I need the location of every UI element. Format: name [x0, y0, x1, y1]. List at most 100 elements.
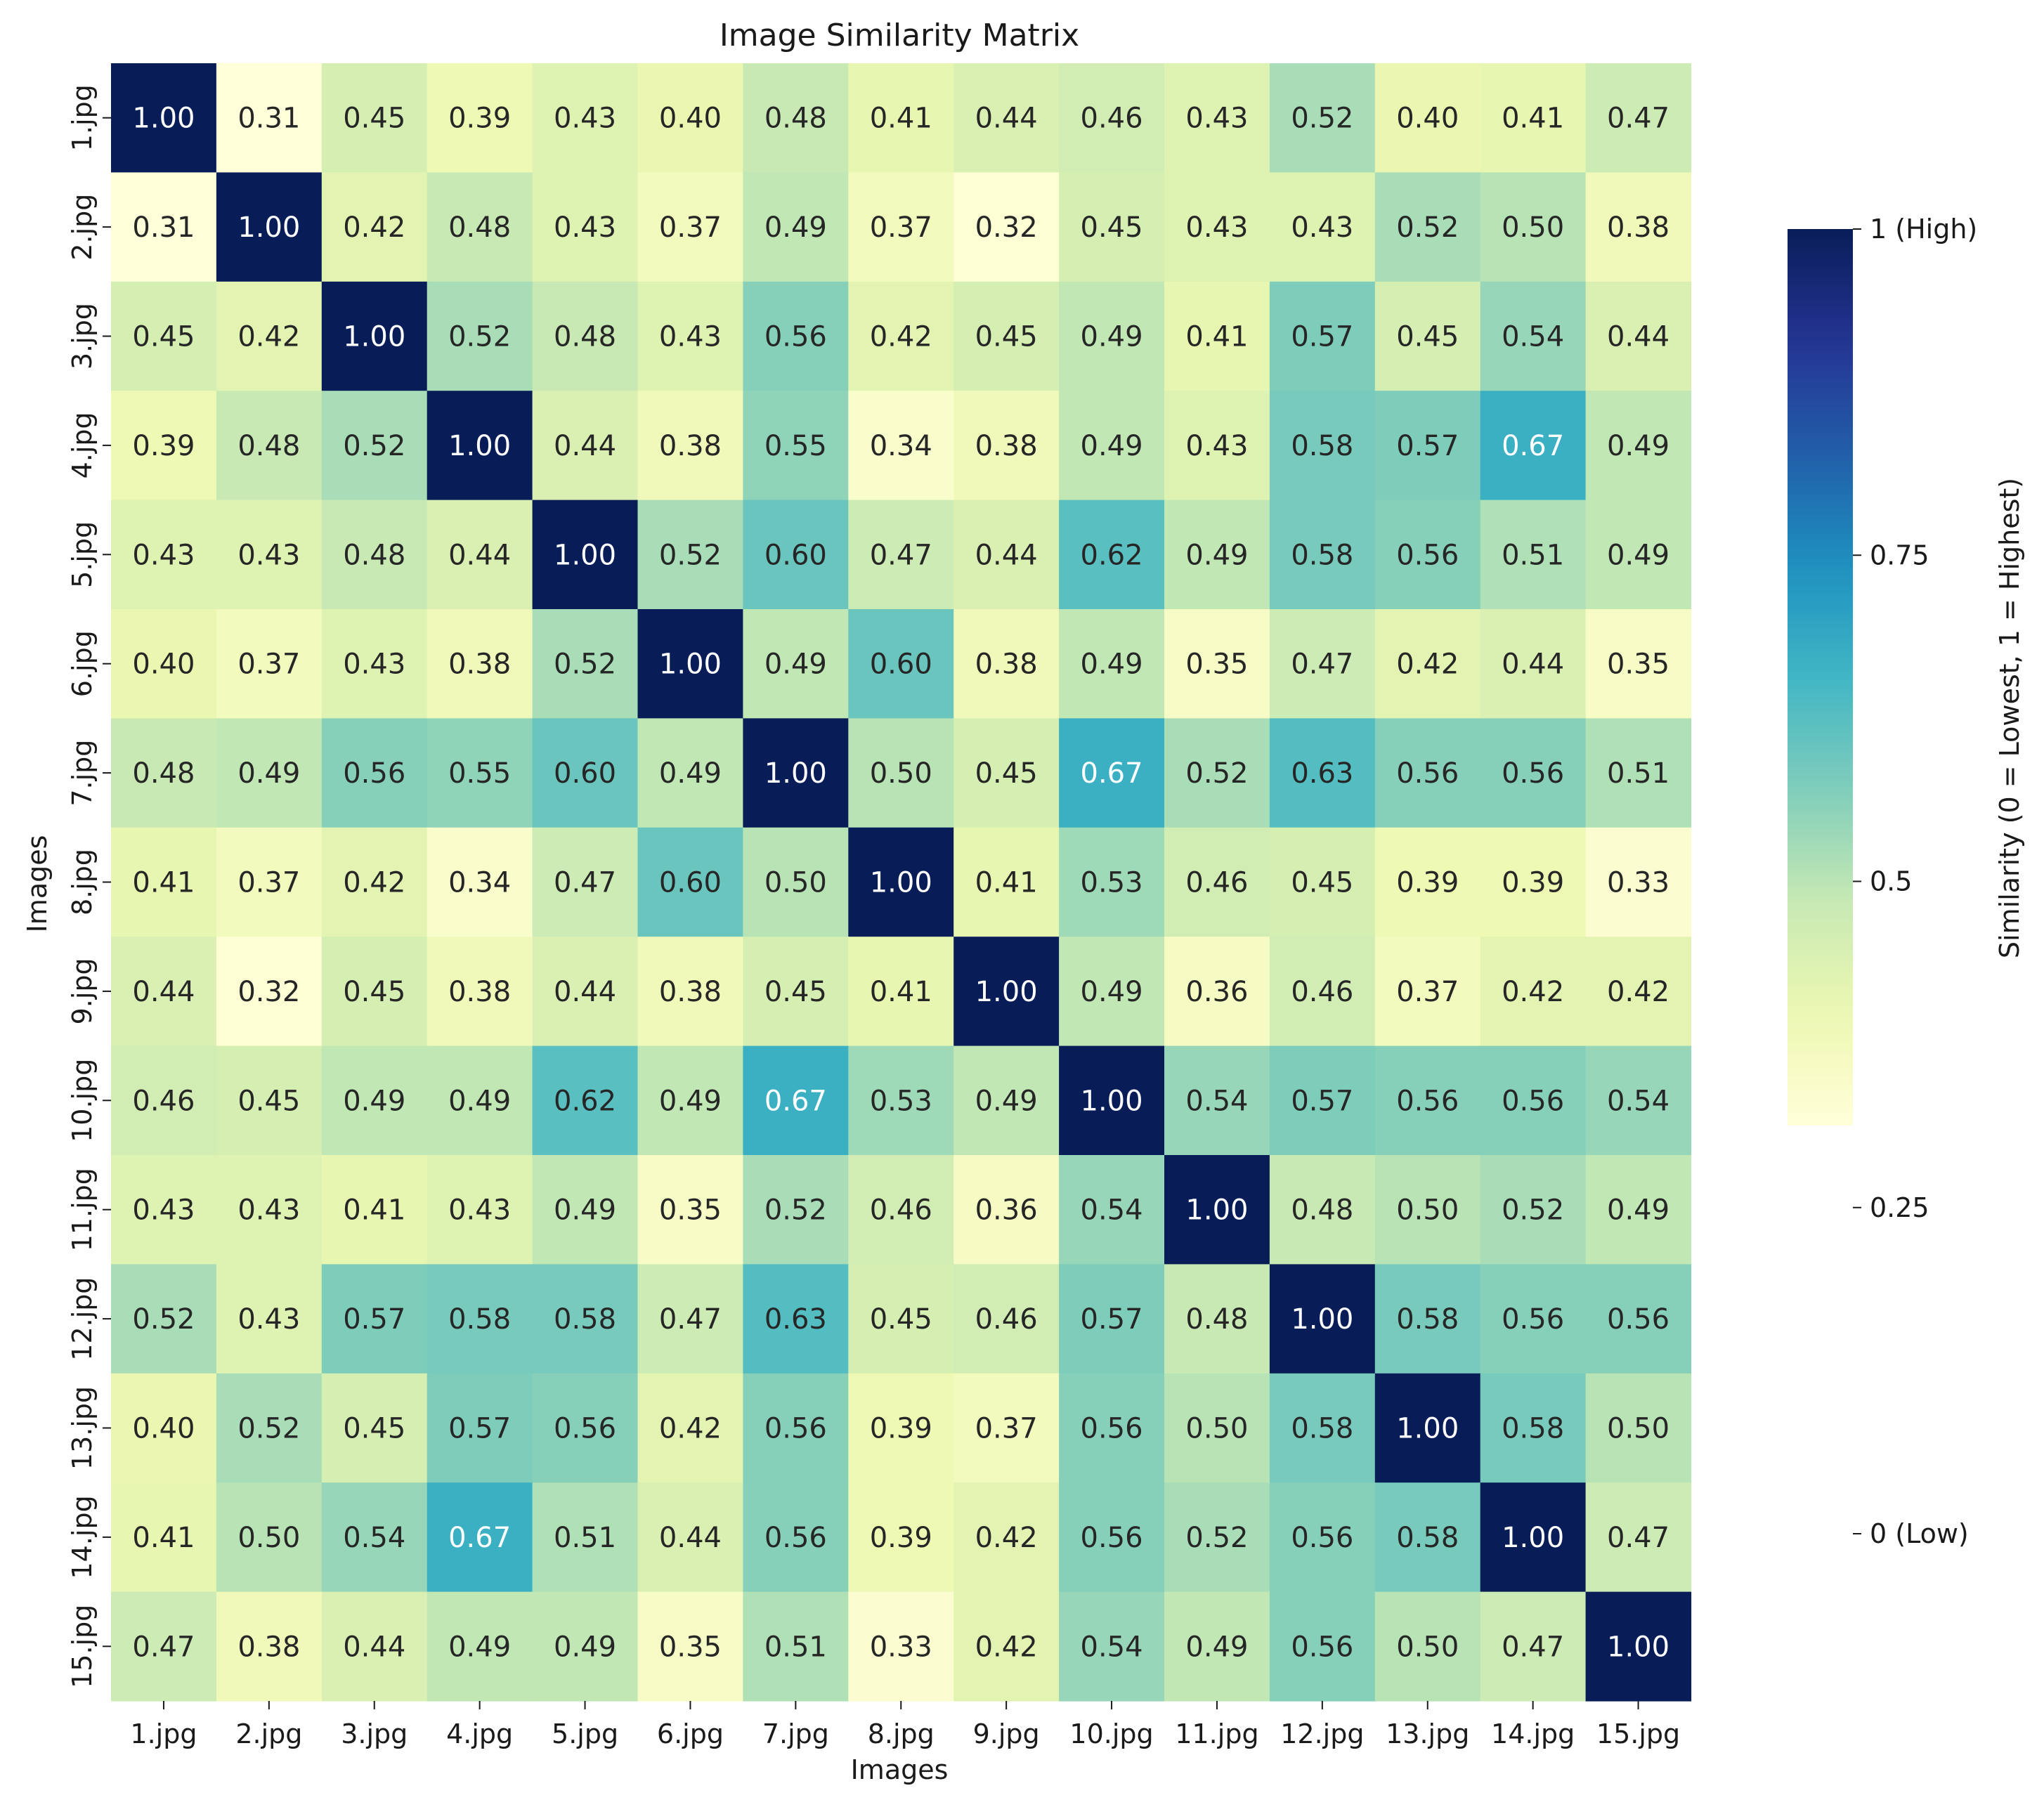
- cell-value-label: 0.36: [975, 1194, 1038, 1227]
- heatmap-cell: [1164, 391, 1270, 501]
- cell-value-label: 0.56: [343, 757, 405, 790]
- heatmap-cell: [111, 827, 217, 937]
- cell-value-label: 0.52: [764, 1194, 827, 1227]
- y-tick-label: 15.jpg: [67, 1605, 98, 1688]
- heatmap-cell: [743, 1155, 849, 1265]
- heatmap-cell: [216, 1591, 323, 1702]
- heatmap-cell: [1480, 1264, 1587, 1374]
- cell-value-label: 0.43: [132, 539, 195, 571]
- heatmap-cell: [848, 391, 954, 501]
- heatmap-cell: [427, 937, 533, 1047]
- cell-value-label: 0.47: [1291, 648, 1353, 681]
- cell-value-label: 0.48: [764, 103, 827, 135]
- cell-value-label: 0.41: [132, 867, 195, 899]
- cell-value-label: 0.56: [1396, 1085, 1459, 1117]
- heatmap-cell: [637, 718, 743, 828]
- heatmap-cell: [953, 391, 1060, 501]
- cell-value-label: 0.51: [554, 1522, 616, 1554]
- cell-value-label: 0.60: [870, 648, 932, 681]
- heatmap-cell: [216, 827, 323, 937]
- cell-value-label: 1.00: [870, 867, 932, 899]
- cell-value-label: 1.00: [659, 648, 722, 681]
- cell-value-label: 0.37: [237, 648, 300, 681]
- cell-value-label: 0.46: [132, 1085, 195, 1117]
- y-tick-label: 7.jpg: [67, 740, 98, 807]
- heatmap-cell: [953, 1155, 1060, 1265]
- heatmap-cell: [848, 1155, 954, 1265]
- cell-value-label: 0.54: [1502, 321, 1564, 353]
- heatmap-cell: [1269, 172, 1376, 282]
- y-tick-label: 11.jpg: [67, 1168, 98, 1251]
- heatmap-cell: [111, 281, 217, 391]
- cell-value-label: 0.49: [554, 1194, 616, 1227]
- heatmap-cell: [637, 609, 743, 719]
- heatmap-cell: [321, 281, 428, 391]
- cell-value-label: 0.52: [1291, 103, 1353, 135]
- cell-value-label: 0.45: [343, 976, 405, 1008]
- cell-value-label: 0.50: [1502, 211, 1564, 244]
- heatmap-cell: [1059, 391, 1165, 501]
- cell-value-label: 0.67: [1502, 430, 1564, 462]
- y-axis-ticks: 1.jpg 2.jpg 3.jpg 4.jpg 5.jpg 6.jpg 7.jpg 8.jpg…: [67, 84, 111, 1688]
- heatmap-cell: [1059, 1045, 1165, 1156]
- heatmap-cell: [111, 937, 217, 1047]
- cell-value-label: 0.48: [132, 757, 195, 790]
- x-tick-label: 14.jpg: [1491, 1719, 1575, 1749]
- heatmap-cell: [1480, 1045, 1587, 1156]
- heatmap-cell: [1059, 1155, 1165, 1265]
- cell-value-label: 0.56: [554, 1413, 616, 1445]
- heatmap-cell: [848, 937, 954, 1047]
- heatmap-cell: [637, 827, 743, 937]
- heatmap-cell: [1585, 718, 1692, 828]
- heatmap-cell: [1059, 1591, 1165, 1702]
- heatmap-cell: [1164, 1264, 1270, 1374]
- heatmap-cell: [216, 609, 323, 719]
- heatmap-cell: [321, 1373, 428, 1483]
- heatmap-cell: [1269, 937, 1376, 1047]
- heatmap-cell: [637, 1264, 743, 1374]
- cell-value-label: 0.54: [1185, 1085, 1248, 1117]
- heatmap-cell: [1480, 500, 1587, 610]
- heatmap-cell: [427, 1264, 533, 1374]
- cell-value-label: 0.62: [554, 1085, 616, 1117]
- cell-value-label: 0.46: [975, 1303, 1038, 1336]
- heatmap-cell: [1480, 1591, 1587, 1702]
- cell-value-label: 0.42: [343, 867, 405, 899]
- cell-value-label: 0.56: [1081, 1522, 1143, 1554]
- cell-value-label: 0.58: [1502, 1413, 1564, 1445]
- cell-value-label: 0.56: [1502, 757, 1564, 790]
- cell-value-label: 0.41: [132, 1522, 195, 1554]
- heatmap-cell: [427, 1045, 533, 1156]
- cell-value-label: 0.49: [1607, 539, 1669, 571]
- cell-value-label: 0.56: [1502, 1085, 1564, 1117]
- y-tick-label: 12.jpg: [67, 1277, 98, 1360]
- heatmap-cell: [1164, 1045, 1270, 1156]
- cell-value-label: 0.58: [1396, 1522, 1459, 1554]
- heatmap-cell: [321, 937, 428, 1047]
- heatmap-cell: [321, 1482, 428, 1593]
- cell-value-label: 0.49: [659, 757, 722, 790]
- cell-value-label: 0.60: [764, 539, 827, 571]
- heatmap-cell: [1059, 1264, 1165, 1374]
- cell-value-label: 0.41: [870, 103, 932, 135]
- cell-value-label: 0.33: [1607, 867, 1669, 899]
- y-tick-label: 13.jpg: [67, 1386, 98, 1470]
- cell-value-label: 0.51: [1607, 757, 1669, 790]
- heatmap-cell: [1269, 500, 1376, 610]
- heatmap-cell: [1269, 1264, 1376, 1374]
- heatmap-cell: [953, 63, 1060, 173]
- heatmap-cell: [427, 1373, 533, 1483]
- heatmap-cell: [1585, 1264, 1692, 1374]
- heatmap-cell: [1164, 827, 1270, 937]
- cell-value-label: 1.00: [1502, 1522, 1564, 1554]
- cell-value-label: 0.44: [1502, 648, 1564, 681]
- heatmap-cell: [953, 937, 1060, 1047]
- heatmap-cell: [848, 1482, 954, 1593]
- heatmap-cell: [427, 500, 533, 610]
- cell-value-label: 1.00: [132, 103, 195, 135]
- cell-value-label: 0.47: [132, 1631, 195, 1663]
- heatmap-cell: [321, 609, 428, 719]
- heatmap-cell: [216, 63, 323, 173]
- heatmap-cell: [743, 500, 849, 610]
- heatmap-cell: [532, 1264, 639, 1374]
